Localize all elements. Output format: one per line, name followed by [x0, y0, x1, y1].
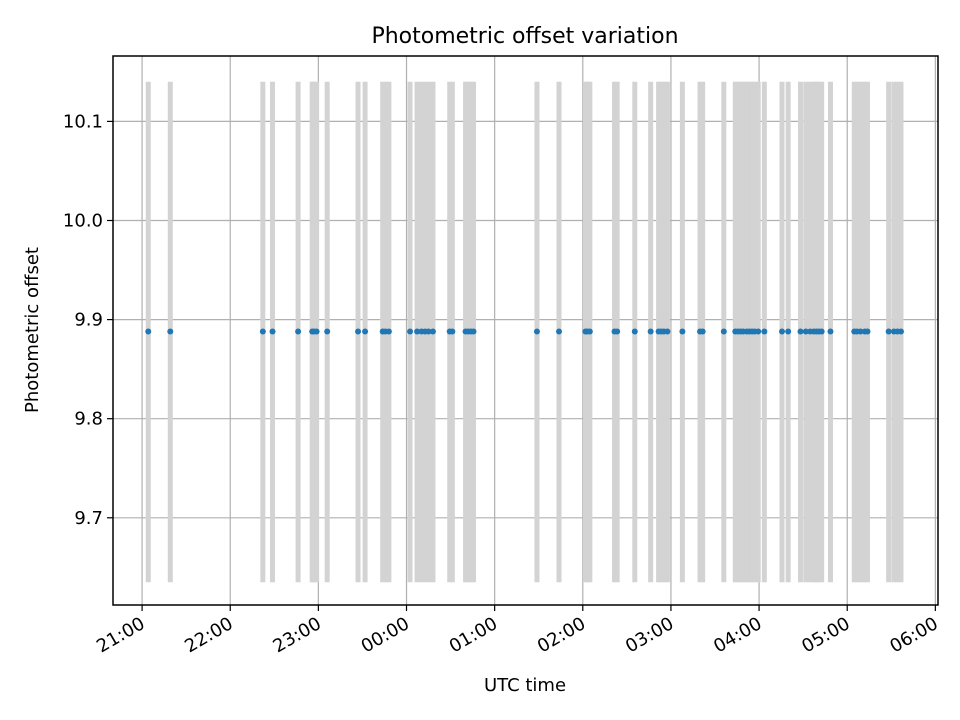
data-point	[362, 328, 369, 335]
data-point	[313, 328, 320, 335]
x-tick-label: 01:00	[446, 613, 501, 657]
y-axis-title: Photometric offset	[22, 247, 43, 413]
x-tick-label: 23:00	[269, 613, 324, 657]
data-point	[864, 328, 871, 335]
data-point	[167, 328, 174, 335]
data-point	[407, 328, 414, 335]
data-point	[145, 328, 152, 335]
data-point	[885, 328, 892, 335]
data-point	[449, 328, 456, 335]
data-point	[269, 328, 276, 335]
data-point	[324, 328, 331, 335]
data-point	[720, 328, 727, 335]
data-point	[857, 328, 864, 335]
data-point	[425, 328, 432, 335]
y-tick-label: 9.8	[74, 409, 103, 430]
x-tick-label: 04:00	[710, 613, 765, 657]
data-point	[778, 328, 785, 335]
data-point	[259, 328, 266, 335]
data-point	[818, 328, 825, 335]
data-point	[802, 328, 809, 335]
data-point	[355, 328, 362, 335]
data-point	[295, 328, 302, 335]
x-tick-label: 06:00	[886, 613, 941, 657]
x-tick-label: 05:00	[798, 613, 853, 657]
x-axis-ticks: 21:00 22:00 23:00 00:00 01:00 02:00 03:00 04:00…	[93, 605, 942, 657]
x-tick-label: 00:00	[358, 613, 413, 657]
y-tick-label: 9.7	[74, 508, 103, 529]
data-point	[679, 328, 686, 335]
data-points	[145, 328, 904, 335]
x-tick-label: 02:00	[534, 613, 589, 657]
data-point	[664, 328, 671, 335]
data-point	[414, 328, 421, 335]
y-tick-label: 9.9	[74, 310, 103, 331]
x-tick-label: 03:00	[622, 613, 677, 657]
data-point	[429, 328, 436, 335]
data-point	[470, 328, 477, 335]
data-point	[897, 328, 904, 335]
data-point	[785, 328, 792, 335]
data-point	[699, 328, 706, 335]
data-point	[586, 328, 593, 335]
data-point	[761, 328, 768, 335]
x-tick-label: 21:00	[93, 613, 148, 657]
x-tick-label: 22:00	[181, 613, 236, 657]
data-point	[797, 328, 804, 335]
plot-frame	[112, 55, 939, 606]
data-point	[385, 328, 392, 335]
data-point	[631, 328, 638, 335]
y-axis-ticks: 9.7 9.8 9.9 10.0 10.1	[63, 111, 113, 529]
data-point	[614, 328, 621, 335]
y-tick-label: 10.0	[63, 211, 103, 232]
data-point	[827, 328, 834, 335]
data-point	[533, 328, 540, 335]
x-axis-title: UTC time	[484, 675, 566, 696]
data-point	[647, 328, 654, 335]
y-tick-label: 10.1	[63, 111, 103, 132]
data-point	[755, 328, 762, 335]
chart-title: Photometric offset variation	[371, 24, 678, 49]
data-point	[555, 328, 562, 335]
